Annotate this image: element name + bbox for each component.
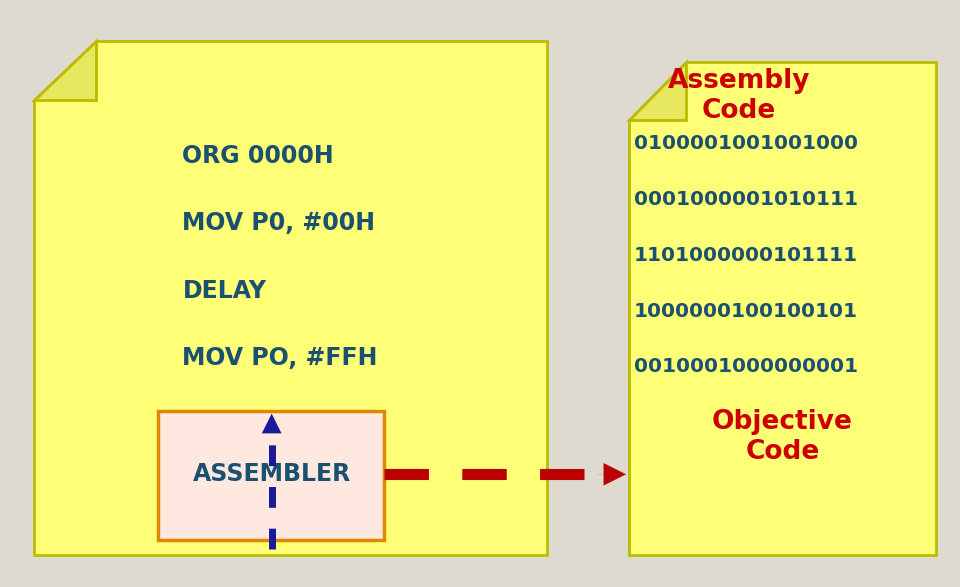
Polygon shape bbox=[34, 41, 547, 555]
Polygon shape bbox=[629, 62, 936, 555]
Polygon shape bbox=[34, 41, 96, 100]
Text: DELAY: DELAY bbox=[182, 279, 266, 302]
Text: 0100001001001000: 0100001001001000 bbox=[634, 134, 857, 153]
Text: Objective
Code: Objective Code bbox=[712, 409, 852, 465]
Text: 1000000100100101: 1000000100100101 bbox=[634, 302, 857, 321]
Text: Assembly
Code: Assembly Code bbox=[668, 68, 810, 123]
Text: ASSEMBLER: ASSEMBLER bbox=[193, 463, 350, 486]
Text: 0010001000000001: 0010001000000001 bbox=[634, 357, 857, 376]
Text: 0001000001010111: 0001000001010111 bbox=[634, 190, 857, 209]
Text: ORG 0000H: ORG 0000H bbox=[182, 144, 334, 167]
Text: 1101000000101111: 1101000000101111 bbox=[634, 246, 857, 265]
Bar bbox=[158, 411, 384, 540]
Text: MOV P0, #00H: MOV P0, #00H bbox=[182, 211, 375, 235]
Text: MOV PO, #FFH: MOV PO, #FFH bbox=[182, 346, 378, 370]
Polygon shape bbox=[629, 62, 686, 120]
Text: DELAY: DELAY bbox=[182, 414, 266, 437]
